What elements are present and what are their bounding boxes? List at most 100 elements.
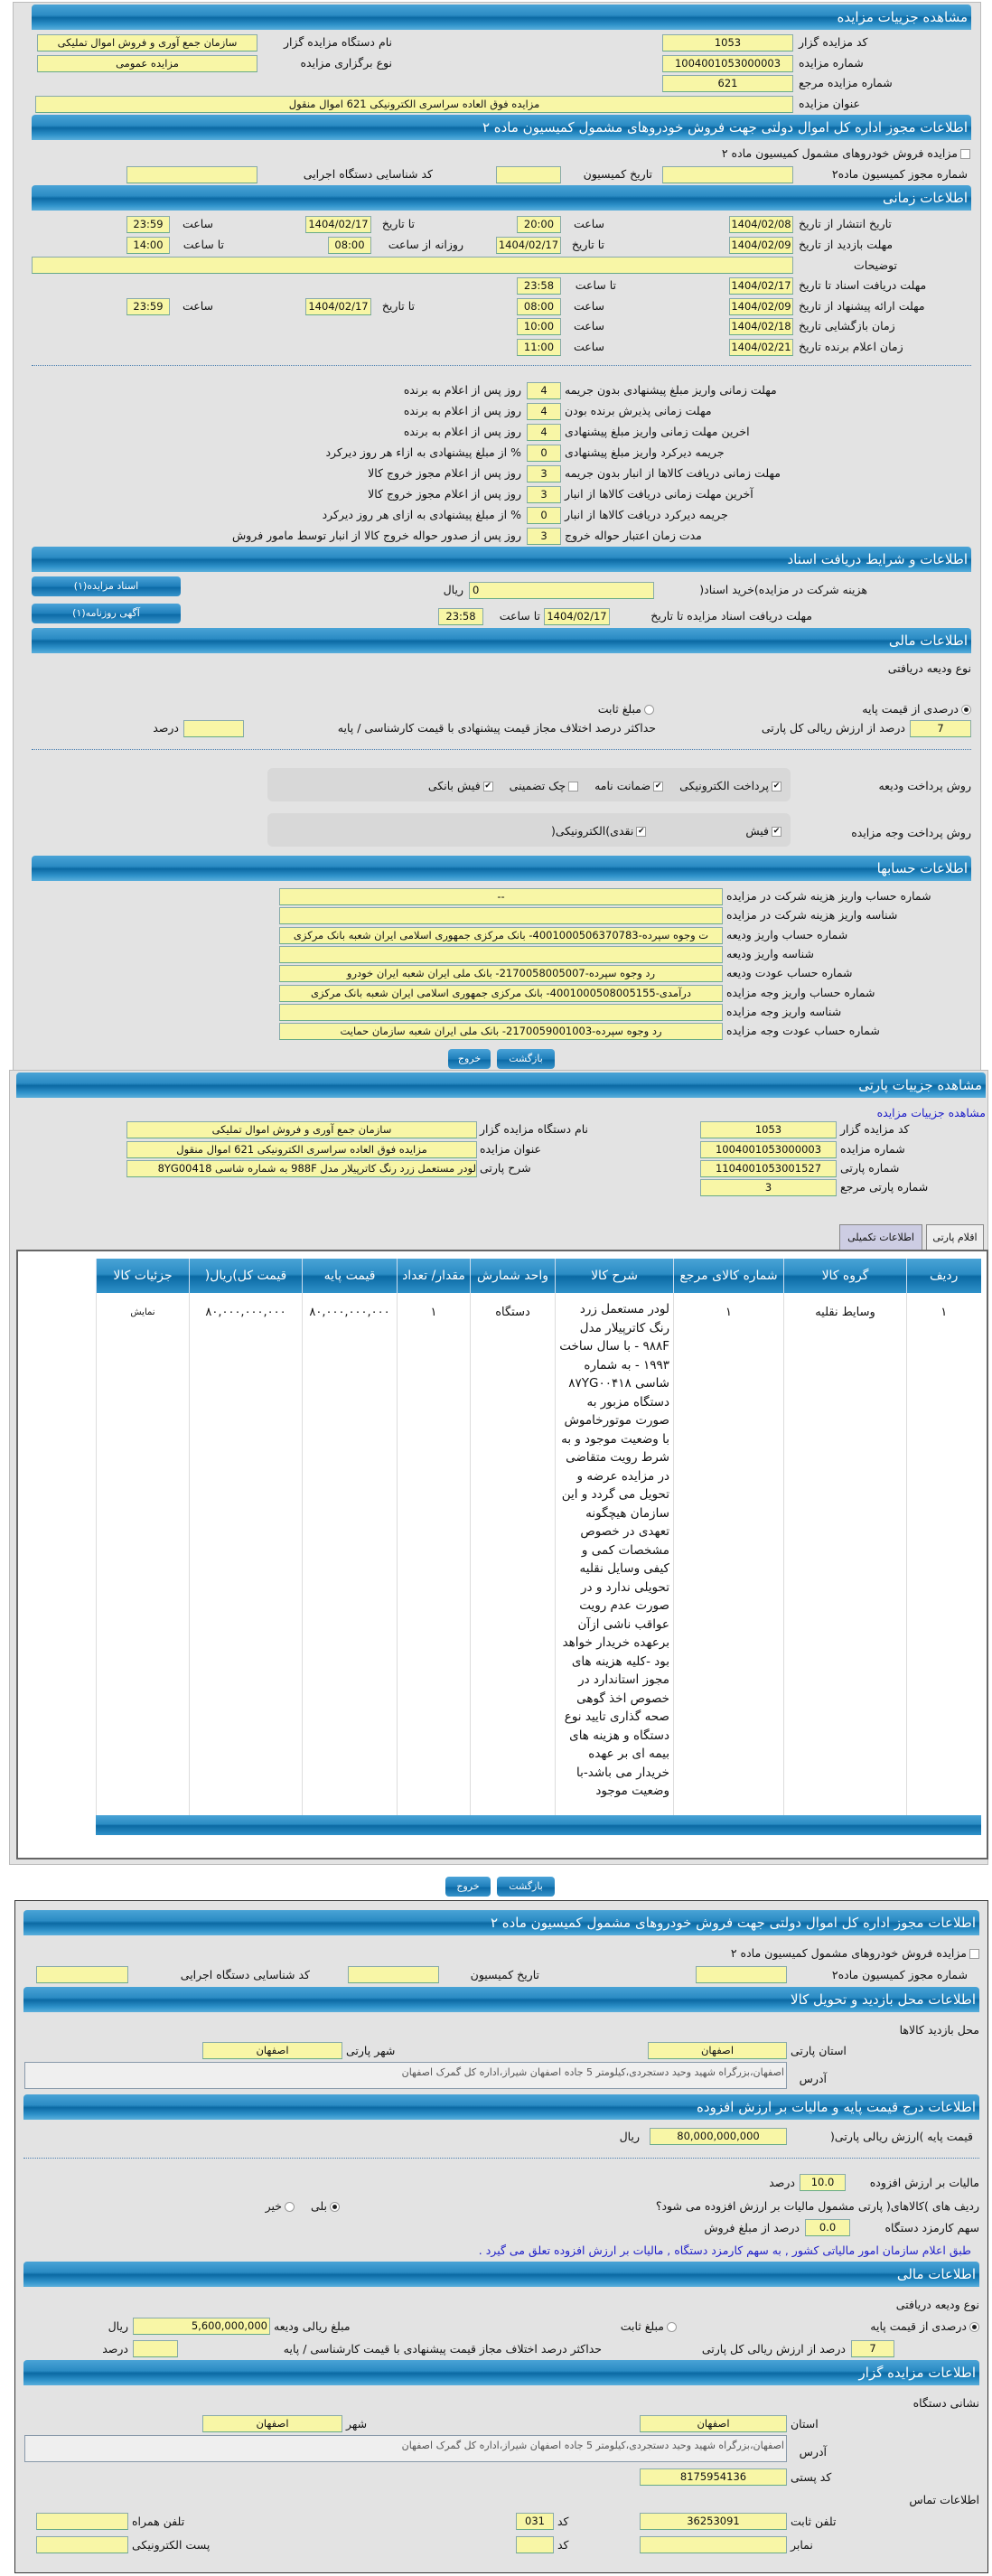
show-details-button[interactable]: نمایش: [96, 1293, 190, 1835]
payment-option-label: ضمانت نامه: [594, 779, 651, 792]
hour-label: ساعت: [182, 299, 213, 313]
auction-docs-button[interactable]: اسناد مزایده(۱): [32, 576, 181, 596]
description-label: توضیحات: [854, 258, 897, 272]
exec-code-label: کد شناسایی دستگاه اجرایی: [303, 167, 433, 181]
contact-heading: اطلاعات تماس: [909, 2493, 979, 2506]
column-header: شرح کالا: [555, 1259, 674, 1293]
offer-from-field: 1404/02/09: [729, 298, 793, 315]
permit-checkbox[interactable]: مزایده فروش خودروهای مشمول کمیسیون ماده …: [722, 145, 970, 162]
term-label: مهلت زمانی واریز مبلغ پیشنهادی بدون جریم…: [565, 383, 777, 397]
account-label: شماره حساب واریز ودیعه: [726, 927, 848, 941]
ref-number-label: شماره مزایده مرجع: [799, 76, 893, 89]
phone-code-field: 031: [516, 2513, 554, 2530]
checkbox-icon[interactable]: ✔: [482, 782, 493, 792]
term-suffix: روز پس از صدور حواله خروج کالا از انبار …: [232, 529, 521, 542]
city-label: شهر پارتی: [346, 2044, 396, 2057]
publish-hour-field: 20:00: [517, 216, 561, 233]
payment-option-checkbox[interactable]: ✔نقدی)الکترونیکی(: [551, 824, 647, 838]
account-field: [279, 907, 723, 925]
visit-place-label: محل بازدید کالاها: [899, 2023, 979, 2037]
column-header: شماره کالای مرجع: [673, 1259, 784, 1293]
permit-checkbox[interactable]: مزایده فروش خودروهای مشمول کمیسیون ماده …: [731, 1945, 979, 1962]
term-label: جریمه دیرکرد دریافت کالاها از انبار: [565, 508, 728, 521]
doc-deadline-label: مهلت دریافت اسناد مزایده تا تاریخ: [650, 609, 812, 623]
radio-percent[interactable]: درصدی از قیمت پایه: [862, 701, 971, 717]
exit-button[interactable]: خروج: [448, 1049, 491, 1069]
deposit-method-label: روش پرداخت ودیعه: [878, 779, 971, 792]
publish-to-field: 1404/02/17: [305, 216, 371, 233]
payment-option-checkbox[interactable]: ✔پرداخت الکترونیکی: [679, 779, 781, 792]
commission-date-label: تاریخ کمیسیون: [470, 1968, 539, 1981]
payment-method-options: ✔فیش ✔نقدی)الکترونیکی(: [452, 823, 781, 839]
to-hour-label: تا ساعت: [575, 278, 616, 292]
visit-location-header: اطلاعات محل بازدید و تحویل کالا: [23, 1987, 979, 2012]
auction-details-link[interactable]: مشاهده جزییات مزایده: [876, 1106, 986, 1119]
payment-option-checkbox[interactable]: ✔فیش بانکی: [428, 779, 493, 792]
checkbox-icon[interactable]: [568, 782, 579, 792]
rial-label: ریال: [443, 583, 463, 596]
deposit-percent-label: درصد از ارزش ریالی کل پارتی: [701, 2342, 846, 2356]
checkbox-icon[interactable]: ✔: [772, 827, 781, 837]
lot-number-label: شماره پارتی: [840, 1161, 900, 1175]
financial-header: اطلاعات مالی: [23, 2262, 979, 2287]
lot-items-table-container: ردیف گروه کالا شماره کالای مرجع شرح کالا واح…: [16, 1250, 988, 1859]
mobile-field: [36, 2513, 128, 2530]
back-button[interactable]: بازگشت: [497, 1877, 555, 1897]
docs-header: اطلاعات و شرایط دریافت اسناد: [32, 547, 971, 572]
commission-date-field: [348, 1966, 439, 1983]
tab-lot-items[interactable]: اقلام پارتی: [926, 1224, 984, 1250]
radio-fixed[interactable]: مبلغ ثابت: [598, 701, 654, 717]
auction-number-field: 1004001053000003: [662, 55, 793, 72]
payment-option-checkbox[interactable]: چک تضمینی: [510, 779, 579, 792]
exit-button[interactable]: خروج: [445, 1877, 491, 1897]
auction-title-label: عنوان مزایده: [799, 97, 860, 110]
deposit-percent-field: 7: [851, 2340, 894, 2357]
checkbox-icon[interactable]: ✔: [636, 827, 647, 837]
radio-fixed[interactable]: مبلغ ثابت: [621, 2318, 677, 2335]
payment-option-checkbox[interactable]: ✔ضمانت نامه: [594, 779, 664, 792]
column-header: قیمت پایه: [302, 1259, 398, 1293]
visit-from-field: 1404/02/09: [729, 237, 793, 254]
checkbox-icon[interactable]: ✔: [653, 782, 664, 792]
visit-to-field: 1404/02/17: [496, 237, 561, 254]
province-label: استان پارتی: [791, 2044, 847, 2057]
org-name-field: سازمان جمع آوری و فروش اموال تملیکی: [37, 34, 257, 52]
max-diff-label: حداکثر درصد اختلاف مجاز قیمت پیشنهادی با…: [283, 2342, 602, 2356]
offer-to-hour-field: 23:59: [126, 298, 170, 315]
deposit-method-box: [267, 768, 791, 801]
table-cell: ۱: [906, 1293, 981, 1835]
term-value-field: 0: [527, 507, 561, 524]
province-field: اصفهان: [648, 2042, 787, 2059]
address-field: اصفهان،بزرگراه شهید وحید دستجردی،کیلومتر…: [24, 2062, 787, 2089]
tab-extra-info[interactable]: اطلاعات تکمیلی: [839, 1224, 922, 1250]
opening-label: زمان بازگشایی تاریخ: [799, 319, 895, 333]
postal-code-field: 8175954136: [640, 2468, 787, 2486]
offer-label: مهلت ارائه پیشنهاد از تاریخ: [799, 299, 925, 313]
doc-hour-field: 23:58: [517, 277, 561, 295]
term-label: مدت زمان اعتبار حواله خروج: [565, 529, 702, 542]
lot-ref-field: 3: [700, 1179, 837, 1196]
accounts-header: اطلاعات حسابها: [32, 856, 971, 881]
winner-hour-field: 11:00: [517, 339, 561, 356]
radio-no[interactable]: خیر: [266, 2198, 295, 2215]
time-header: اطلاعات زمانی: [32, 185, 971, 211]
lot-desc-label: شرح پارتی: [480, 1161, 531, 1175]
radio-yes[interactable]: بلی: [311, 2198, 340, 2215]
base-price-label: قیمت پایه )ارزش ریالی پارتی(: [830, 2130, 973, 2143]
table-cell: ۸۰,۰۰۰,۰۰۰,۰۰۰: [189, 1293, 303, 1835]
term-suffix: روز پس از اعلام مجوز خروج کالا: [368, 487, 521, 501]
permit-checkbox-label: مزایده فروش خودروهای مشمول کمیسیون ماده …: [730, 1946, 967, 1960]
org-address-field: اصفهان،بزرگراه شهید وحید دستجردی،کیلومتر…: [24, 2435, 787, 2462]
daily-hour-label: روزانه از ساعت: [388, 238, 463, 251]
org-name-label: نام دستگاه مزایده گزار: [480, 1122, 589, 1136]
term-value-field: 4: [527, 424, 561, 441]
org-code-label: کد مزایده گزار: [840, 1122, 910, 1136]
checkbox-icon[interactable]: ✔: [772, 782, 781, 792]
radio-no-label: خیر: [265, 2199, 282, 2213]
org-code-label: کد مزایده گزار: [799, 35, 868, 49]
newspaper-ad-button[interactable]: آگهی روزنامه(۱): [32, 604, 181, 623]
column-header: گروه کالا: [783, 1259, 907, 1293]
payment-option-checkbox[interactable]: ✔فیش: [745, 824, 781, 838]
radio-percent[interactable]: درصدی از قیمت پایه: [870, 2318, 979, 2335]
back-button[interactable]: بازگشت: [497, 1049, 555, 1069]
